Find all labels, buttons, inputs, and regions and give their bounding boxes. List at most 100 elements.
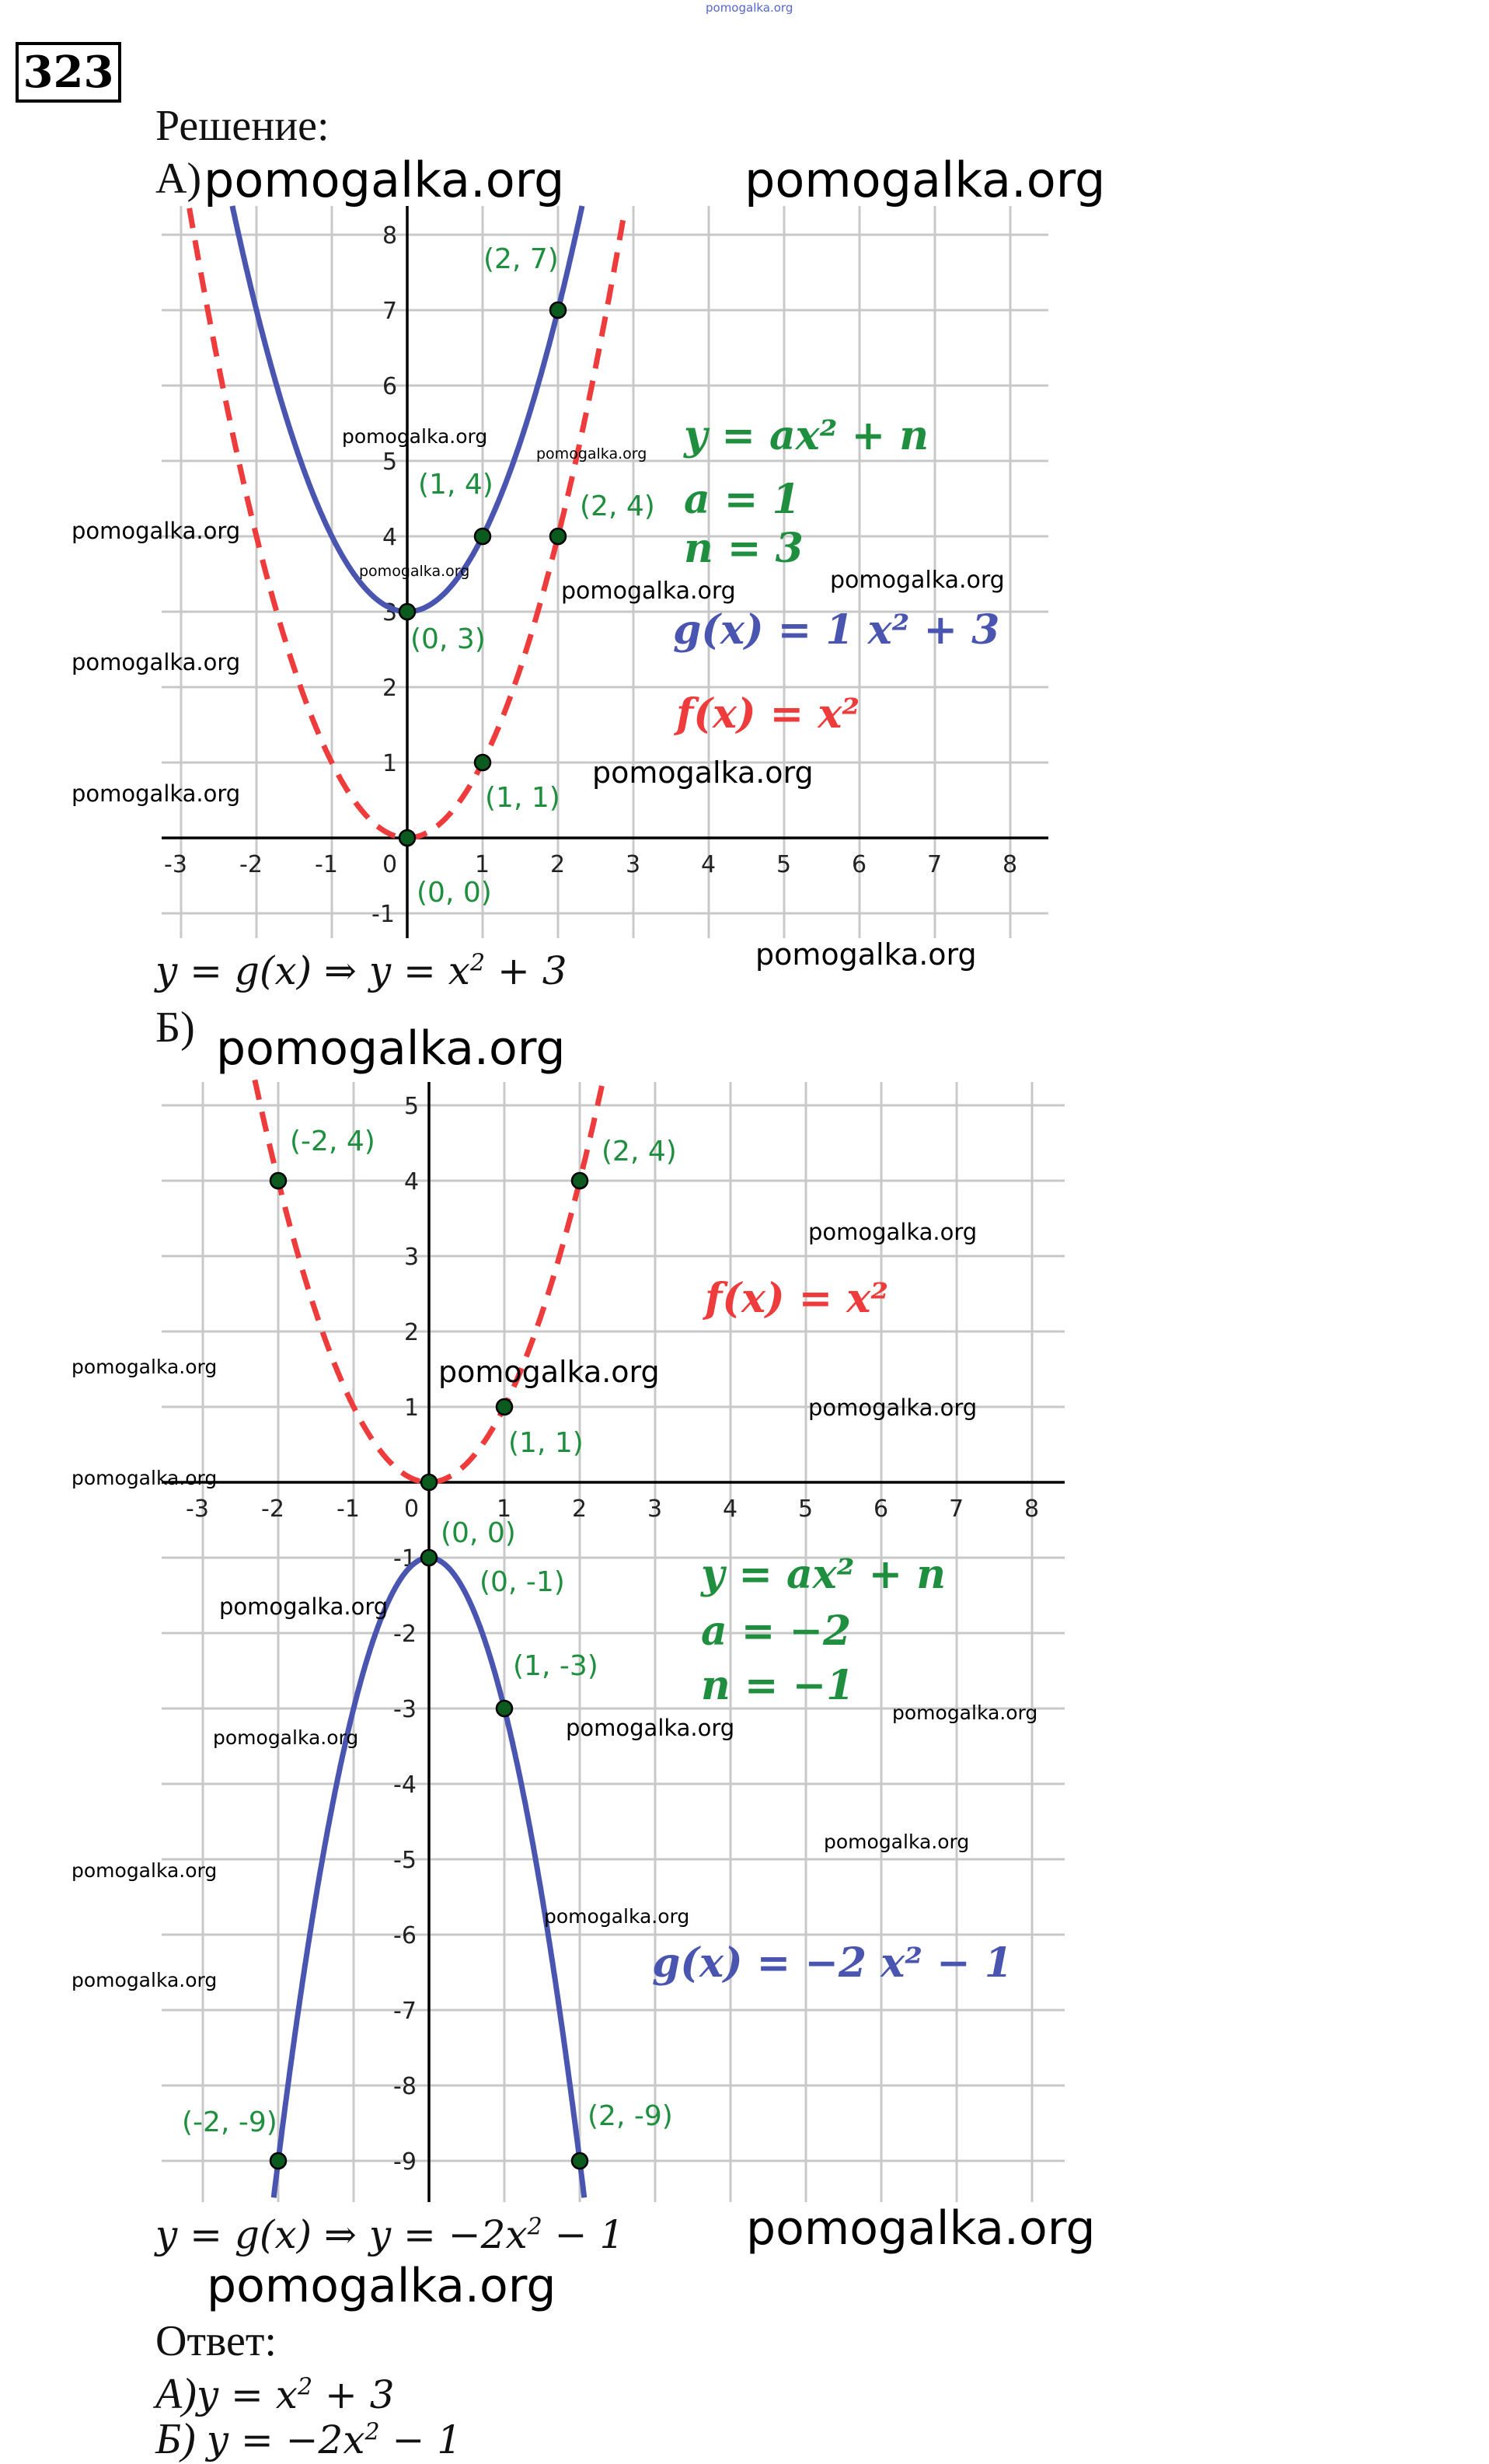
formula-a-value-b: a = −2 (701, 1607, 852, 1655)
y-tick-label: 6 (382, 373, 397, 400)
watermark: pomogalka.org (216, 1021, 566, 1076)
problem-number: 323 (16, 42, 121, 103)
x-tick-label: -1 (337, 1496, 360, 1523)
x-tick-label: 8 (1003, 851, 1017, 878)
point-label: (2, -9) (588, 2100, 673, 2132)
formula-general-b: y = ax² + n (701, 1551, 947, 1598)
x-tick-label: 1 (475, 851, 490, 878)
x-tick-label: 3 (626, 851, 640, 878)
x-tick-label: -2 (261, 1496, 284, 1523)
answer-a-exp: 2 (298, 2373, 313, 2401)
point-label: (1, 1) (485, 782, 560, 814)
f-curve (187, 208, 628, 841)
data-point (269, 1171, 288, 1190)
data-point (570, 2152, 589, 2170)
watermark: pomogalka.org (71, 1467, 218, 1489)
answer-a-prefix: А) (155, 2370, 197, 2418)
data-point (549, 527, 567, 546)
y-tick-label: -7 (393, 1998, 417, 2025)
y-tick-label: 5 (404, 1093, 419, 1120)
x-tick-label: 2 (572, 1496, 587, 1523)
result-b: y = g(x) ⇒ y = −2x2 − 1 (155, 2212, 624, 2257)
answer-b-prefix: Б) (155, 2415, 207, 2463)
formula-general-a: y = ax² + n (684, 412, 929, 459)
formula-a-value-a: a = 1 (684, 476, 800, 523)
formula-n-value-b: n = −1 (701, 1662, 855, 1709)
y-tick-label: 8 (382, 222, 397, 250)
answer-b: Б) y = −2x2 − 1 (155, 2414, 462, 2464)
x-tick-label: 5 (776, 851, 791, 878)
x-tick-label: 7 (927, 851, 942, 878)
watermark: pomogalka.org (561, 578, 736, 605)
x-tick-label: 5 (798, 1496, 813, 1523)
watermark: pomogalka.org (342, 425, 488, 448)
point-label: (2, 4) (580, 490, 655, 522)
y-tick-label: 5 (382, 448, 397, 476)
watermark: pomogalka.org (71, 1356, 218, 1378)
data-point (398, 602, 417, 621)
result-b-rhs: − 1 (542, 2212, 625, 2257)
formula-f-b: f(x) = x² (705, 1275, 889, 1322)
watermark: pomogalka.org (755, 937, 977, 972)
point-label: (1, 1) (508, 1427, 584, 1459)
x-tick-label: 8 (1024, 1496, 1039, 1523)
result-a-rhs: + 3 (485, 948, 567, 993)
x-tick-label: 6 (852, 851, 867, 878)
x-tick-label: 0 (404, 1496, 419, 1523)
point-label: (2, 4) (602, 1136, 677, 1167)
data-point (398, 829, 417, 847)
watermark: pomogalka.org (808, 1394, 978, 1421)
part-b-label: Б) (155, 1003, 195, 1052)
x-tick-label: 1 (497, 1496, 511, 1523)
watermark: pomogalka.org (808, 1219, 978, 1245)
data-point (495, 1398, 514, 1416)
answer-a-rhs: + 3 (312, 2372, 395, 2417)
x-tick-label: 4 (701, 851, 716, 878)
f-curve (252, 1079, 606, 1485)
answer-heading: Ответ: (155, 2317, 277, 2365)
watermark: pomogalka.org (706, 1, 793, 15)
data-point (549, 301, 567, 319)
y-tick-label: -2 (393, 1621, 417, 1648)
watermark: pomogalka.org (204, 152, 565, 208)
point-label: (0, -1) (479, 1566, 565, 1598)
watermark: pomogalka.org (71, 649, 241, 675)
answer-b-lhs: y = −2x (206, 2417, 365, 2462)
y-tick-label: -1 (393, 1545, 417, 1572)
watermark: pomogalka.org (213, 1726, 359, 1749)
point-label: (0, 0) (441, 1517, 516, 1549)
result-b-lhs: y = g(x) ⇒ y = −2x (155, 2212, 528, 2257)
formula-n-value-a: n = 3 (684, 525, 804, 572)
watermark: pomogalka.org (824, 1831, 970, 1853)
x-tick-label: 2 (550, 851, 565, 878)
result-a-exp: 2 (469, 949, 486, 977)
y-tick-label: -5 (393, 1847, 417, 1874)
x-tick-label: -2 (239, 851, 263, 878)
data-point (495, 1699, 514, 1718)
formula-f-a: f(x) = x² (676, 690, 860, 738)
data-point (570, 1171, 589, 1190)
formula-g-b: g(x) = −2 x² − 1 (652, 1939, 1013, 1987)
watermark: pomogalka.org (536, 445, 647, 462)
watermark: pomogalka.org (71, 518, 241, 544)
point-label: (0, 3) (410, 623, 486, 655)
watermark: pomogalka.org (566, 1715, 735, 1741)
y-tick-label: 1 (382, 750, 397, 777)
data-point (473, 753, 492, 772)
point-label: (0, 0) (417, 877, 492, 909)
y-tick-label: 1 (404, 1394, 419, 1422)
watermark: pomogalka.org (892, 1701, 1038, 1724)
watermark: pomogalka.org (592, 756, 814, 790)
y-tick-label: -1 (371, 901, 395, 928)
result-a: y = g(x) ⇒ y = x2 + 3 (155, 948, 567, 993)
watermark: pomogalka.org (438, 1355, 660, 1389)
y-tick-label: 4 (404, 1168, 419, 1195)
y-tick-label: -4 (393, 1771, 417, 1799)
part-a-label: А) (155, 155, 202, 203)
data-point (420, 1473, 438, 1492)
watermark: pomogalka.org (71, 1859, 218, 1882)
y-tick-label: 2 (404, 1319, 419, 1346)
watermark: pomogalka.org (71, 1969, 218, 1991)
y-tick-label: 7 (382, 298, 397, 325)
